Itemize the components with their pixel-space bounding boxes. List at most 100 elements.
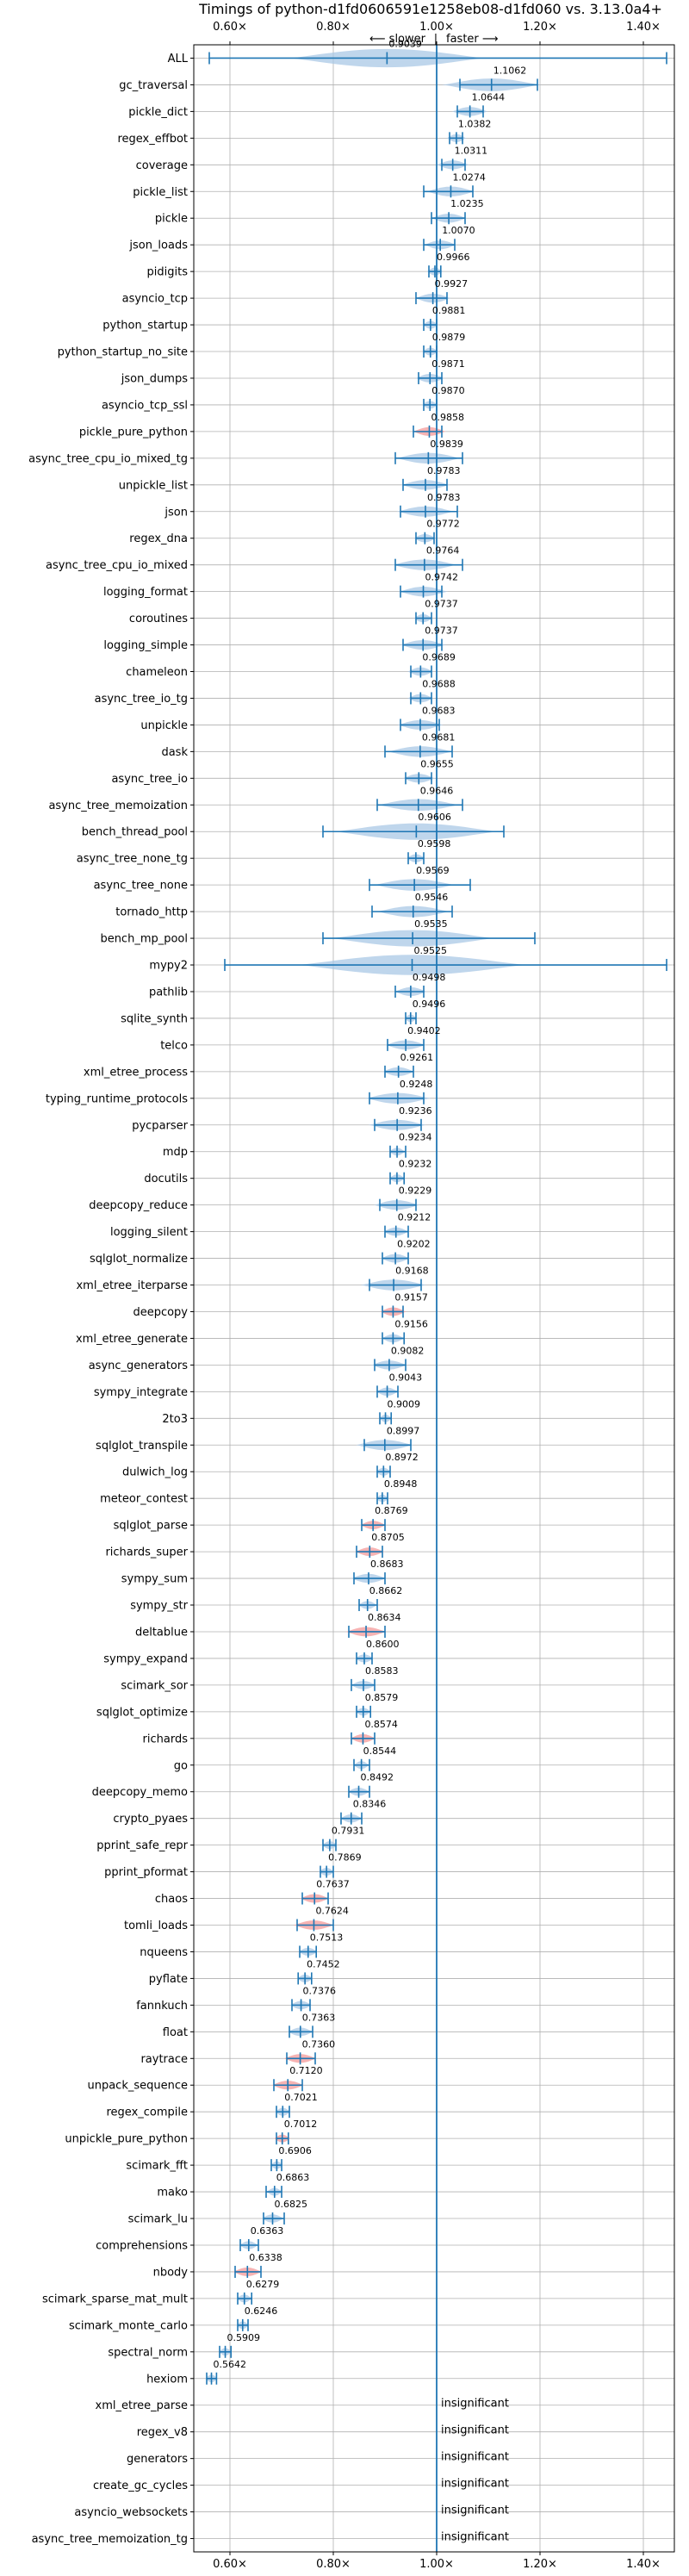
value-label: 0.7869	[328, 1852, 362, 1864]
value-label: 0.9646	[420, 785, 454, 796]
y-label: mypy2	[149, 960, 188, 973]
chart-title: Timings of python-d1fd0606591e1258eb08-d…	[198, 1, 662, 17]
value-label: 0.9234	[399, 1132, 432, 1143]
y-label: generators	[127, 2453, 188, 2466]
y-label: crypto_pyaes	[113, 1813, 188, 1826]
y-label: mdp	[163, 1146, 188, 1159]
value-label: 0.8579	[365, 1692, 399, 1703]
y-label: scimark_sparse_mat_mult	[42, 2293, 188, 2305]
value-label: 1.0274	[452, 171, 486, 183]
y-label: pickle	[155, 213, 188, 226]
y-label: xml_etree_iterparse	[76, 1279, 188, 1292]
value-label: 0.9772	[426, 519, 460, 530]
y-label: scimark_sor	[121, 1679, 188, 1692]
y-label: unpack_sequence	[87, 2080, 188, 2093]
direction-label: ⟵ slower | faster ⟶	[369, 33, 499, 46]
y-label: async_tree_cpu_io_mixed	[46, 559, 188, 572]
value-label: 0.9156	[394, 1318, 428, 1329]
y-label: python_startup_no_site	[58, 346, 188, 359]
y-label: typing_runtime_protocols	[46, 1092, 188, 1105]
value-label: 1.0382	[458, 118, 492, 129]
value-label: 0.9655	[420, 758, 454, 769]
value-label: 0.6338	[249, 2252, 282, 2263]
value-label: 0.7637	[316, 1879, 350, 1890]
value-label: 0.9009	[388, 1398, 421, 1409]
y-label: sqlglot_optimize	[96, 1706, 188, 1719]
value-label: 0.8662	[369, 1585, 403, 1596]
y-label: sqlite_synth	[121, 1012, 188, 1025]
insignificant-label: insignificant	[441, 2451, 509, 2464]
y-label: richards_super	[105, 1546, 188, 1559]
y-label: deepcopy_reduce	[89, 1199, 188, 1212]
value-label: 0.8600	[366, 1639, 400, 1650]
value-label: 0.7021	[284, 2092, 318, 2103]
y-label: coverage	[136, 159, 188, 172]
value-labels: 0.9039 1.1062 1.0644 1.0382 1.0311 1.0274 1.02…	[214, 38, 527, 2543]
value-label: 1.0311	[455, 145, 488, 156]
value-label: 0.9229	[399, 1185, 432, 1197]
y-label: json	[164, 506, 188, 519]
y-label: float	[163, 2026, 188, 2039]
y-label: sympy_sum	[121, 1573, 188, 1586]
value-label: 0.9783	[427, 465, 460, 476]
y-label: logging_silent	[110, 1226, 188, 1239]
y-label: async_tree_io	[111, 773, 188, 786]
value-label: 0.9870	[431, 385, 465, 396]
y-label: regex_effbot	[117, 133, 188, 146]
value-label: 0.5642	[214, 2359, 247, 2370]
value-label: 0.8634	[368, 1612, 401, 1623]
y-label: pickle_list	[133, 186, 188, 199]
y-label: unpickle	[140, 719, 188, 732]
y-label: tomli_loads	[124, 1920, 188, 1932]
y-label: unpickle_list	[119, 479, 188, 492]
grid	[194, 45, 674, 2552]
y-label: sympy_expand	[103, 1652, 188, 1665]
value-label: 0.9496	[413, 999, 446, 1010]
y-label: deepcopy_memo	[92, 1786, 188, 1799]
value-label: 0.9402	[407, 1025, 441, 1036]
value-label: 0.9232	[399, 1159, 432, 1170]
y-label: python_startup	[102, 320, 188, 333]
x-tick-label-bottom: 1.00×	[419, 2558, 454, 2571]
x-tick-label-top: 0.60×	[213, 21, 247, 34]
value-label: 0.8997	[387, 1425, 420, 1436]
y-label: bench_thread_pool	[82, 826, 188, 839]
value-label: 0.9168	[395, 1266, 429, 1277]
y-label: ALL	[168, 53, 189, 65]
insignificant-label: insignificant	[441, 2424, 509, 2437]
value-label: 0.6279	[246, 2279, 280, 2290]
y-label: logging_simple	[103, 639, 188, 652]
y-label: asyncio_tcp	[122, 293, 188, 306]
value-label: 0.9525	[414, 945, 448, 956]
y-label: scimark_lu	[128, 2213, 188, 2226]
x-tick-label-top: 0.80×	[316, 21, 351, 34]
y-label: go	[174, 1759, 188, 1772]
value-label: 0.8948	[384, 1478, 418, 1490]
whiskers	[206, 45, 667, 2552]
y-label: spectral_norm	[108, 2346, 188, 2359]
value-label: 0.9783	[427, 492, 460, 503]
value-label: 0.9688	[422, 678, 456, 689]
value-label: 0.8492	[361, 1772, 394, 1783]
y-label: pickle_pure_python	[79, 426, 188, 439]
y-label: nbody	[153, 2266, 189, 2279]
value-label: 0.9236	[399, 1105, 432, 1117]
y-label: async_tree_none	[94, 880, 188, 893]
x-tick-label-bottom: 0.80×	[316, 2558, 351, 2571]
y-label: sympy_integrate	[94, 1386, 188, 1399]
value-label: 0.9737	[425, 599, 457, 610]
y-label: json_loads	[128, 240, 188, 252]
value-label: 0.9606	[418, 812, 451, 823]
y-label: chameleon	[126, 666, 188, 679]
value-label: 0.7012	[284, 2119, 318, 2130]
value-label: 0.9261	[400, 1052, 434, 1063]
value-label: 0.9546	[415, 892, 449, 903]
value-label: 0.6906	[278, 2145, 312, 2156]
y-label: comprehensions	[96, 2239, 188, 2252]
y-label: xml_etree_parse	[96, 2399, 188, 2412]
direction-separator: |	[434, 33, 438, 46]
y-label: pickle_dict	[128, 106, 188, 119]
value-label: 0.9871	[431, 358, 465, 370]
y-label: asyncio_tcp_ssl	[102, 399, 188, 412]
